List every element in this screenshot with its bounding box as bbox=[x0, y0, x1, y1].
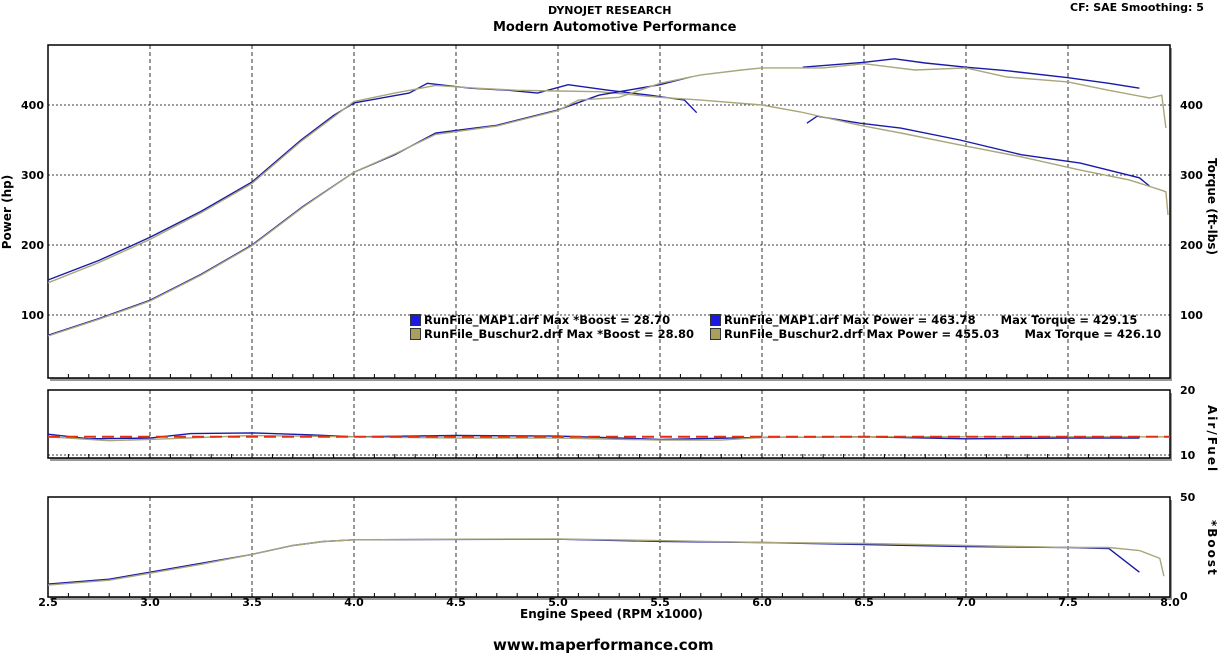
x-tick-label: 6.5 bbox=[854, 596, 874, 609]
y-axis-label-afr: Air/Fuel bbox=[1205, 405, 1219, 474]
y2-tick-label: 0 bbox=[1180, 590, 1188, 603]
legend-text: RunFile_Buschur2.drf Max Power = 455.03 bbox=[724, 327, 1000, 341]
x-tick-label: 6.0 bbox=[752, 596, 772, 609]
legend-text: RunFile_MAP1.drf Max Power = 463.78 bbox=[724, 313, 976, 327]
legend-entry: RunFile_MAP1.drf Max Power = 463.78 Max T… bbox=[710, 313, 1137, 327]
y-axis-label-torque: Torque (ft-lbs) bbox=[1205, 158, 1219, 255]
y2-tick-label: 50 bbox=[1180, 491, 1196, 504]
x-tick-label: 3.5 bbox=[242, 596, 262, 609]
company-title: DYNOJET RESEARCH bbox=[548, 4, 672, 17]
series-buschur2-boost bbox=[47, 538, 1165, 586]
footer-url: www.maperformance.com bbox=[493, 636, 714, 654]
x-tick-label: 5.0 bbox=[548, 596, 568, 609]
y2-tick-label: 200 bbox=[1180, 239, 1203, 252]
x-tick-label: 2.5 bbox=[38, 596, 58, 609]
shop-title: Modern Automotive Performance bbox=[493, 20, 737, 35]
plot-area-1 bbox=[47, 389, 1171, 459]
legend-text: RunFile_MAP1.drf Max *Boost = 28.70 bbox=[424, 313, 671, 327]
plot-area-0 bbox=[47, 44, 1171, 379]
x-tick-label: 7.5 bbox=[1058, 596, 1078, 609]
y-tick-label: 400 bbox=[21, 99, 44, 112]
series-buschur2-power bbox=[47, 62, 1167, 337]
x-tick-label: 5.5 bbox=[650, 596, 670, 609]
legend-entry: RunFile_Buschur2.drf Max Power = 455.03 M… bbox=[710, 327, 1161, 341]
x-tick-label: 4.0 bbox=[344, 596, 364, 609]
y-tick-label: 300 bbox=[21, 169, 44, 182]
y2-tick-label: 100 bbox=[1180, 309, 1203, 322]
x-tick-label: 7.0 bbox=[956, 596, 976, 609]
y-axis-label-boost: *Boost bbox=[1205, 520, 1219, 577]
y-tick-label: 200 bbox=[21, 239, 44, 252]
x-tick-label: 3.0 bbox=[140, 596, 160, 609]
settings-label: CF: SAE Smoothing: 5 bbox=[1070, 1, 1204, 14]
x-tick-label: 8.0 bbox=[1160, 596, 1180, 609]
legend-extra: Max Torque = 429.15 bbox=[1000, 313, 1138, 327]
legend-entry: RunFile_Buschur2.drf Max *Boost = 28.80 bbox=[410, 327, 694, 341]
legend-entry: RunFile_MAP1.drf Max *Boost = 28.70 bbox=[410, 313, 670, 327]
y2-tick-label: 300 bbox=[1180, 169, 1203, 182]
series-buschur2-torque bbox=[47, 84, 1169, 284]
legend-text: RunFile_Buschur2.drf Max *Boost = 28.80 bbox=[424, 327, 695, 341]
x-axis-label: Engine Speed (RPM x1000) bbox=[520, 607, 703, 621]
legend-extra: Max Torque = 426.10 bbox=[1024, 327, 1162, 341]
x-tick-label: 4.5 bbox=[446, 596, 466, 609]
y-tick-label: 100 bbox=[21, 309, 44, 322]
y2-tick-label: 400 bbox=[1180, 99, 1203, 112]
y2-tick-label: 10 bbox=[1180, 449, 1196, 462]
y2-tick-label: 20 bbox=[1180, 384, 1196, 397]
